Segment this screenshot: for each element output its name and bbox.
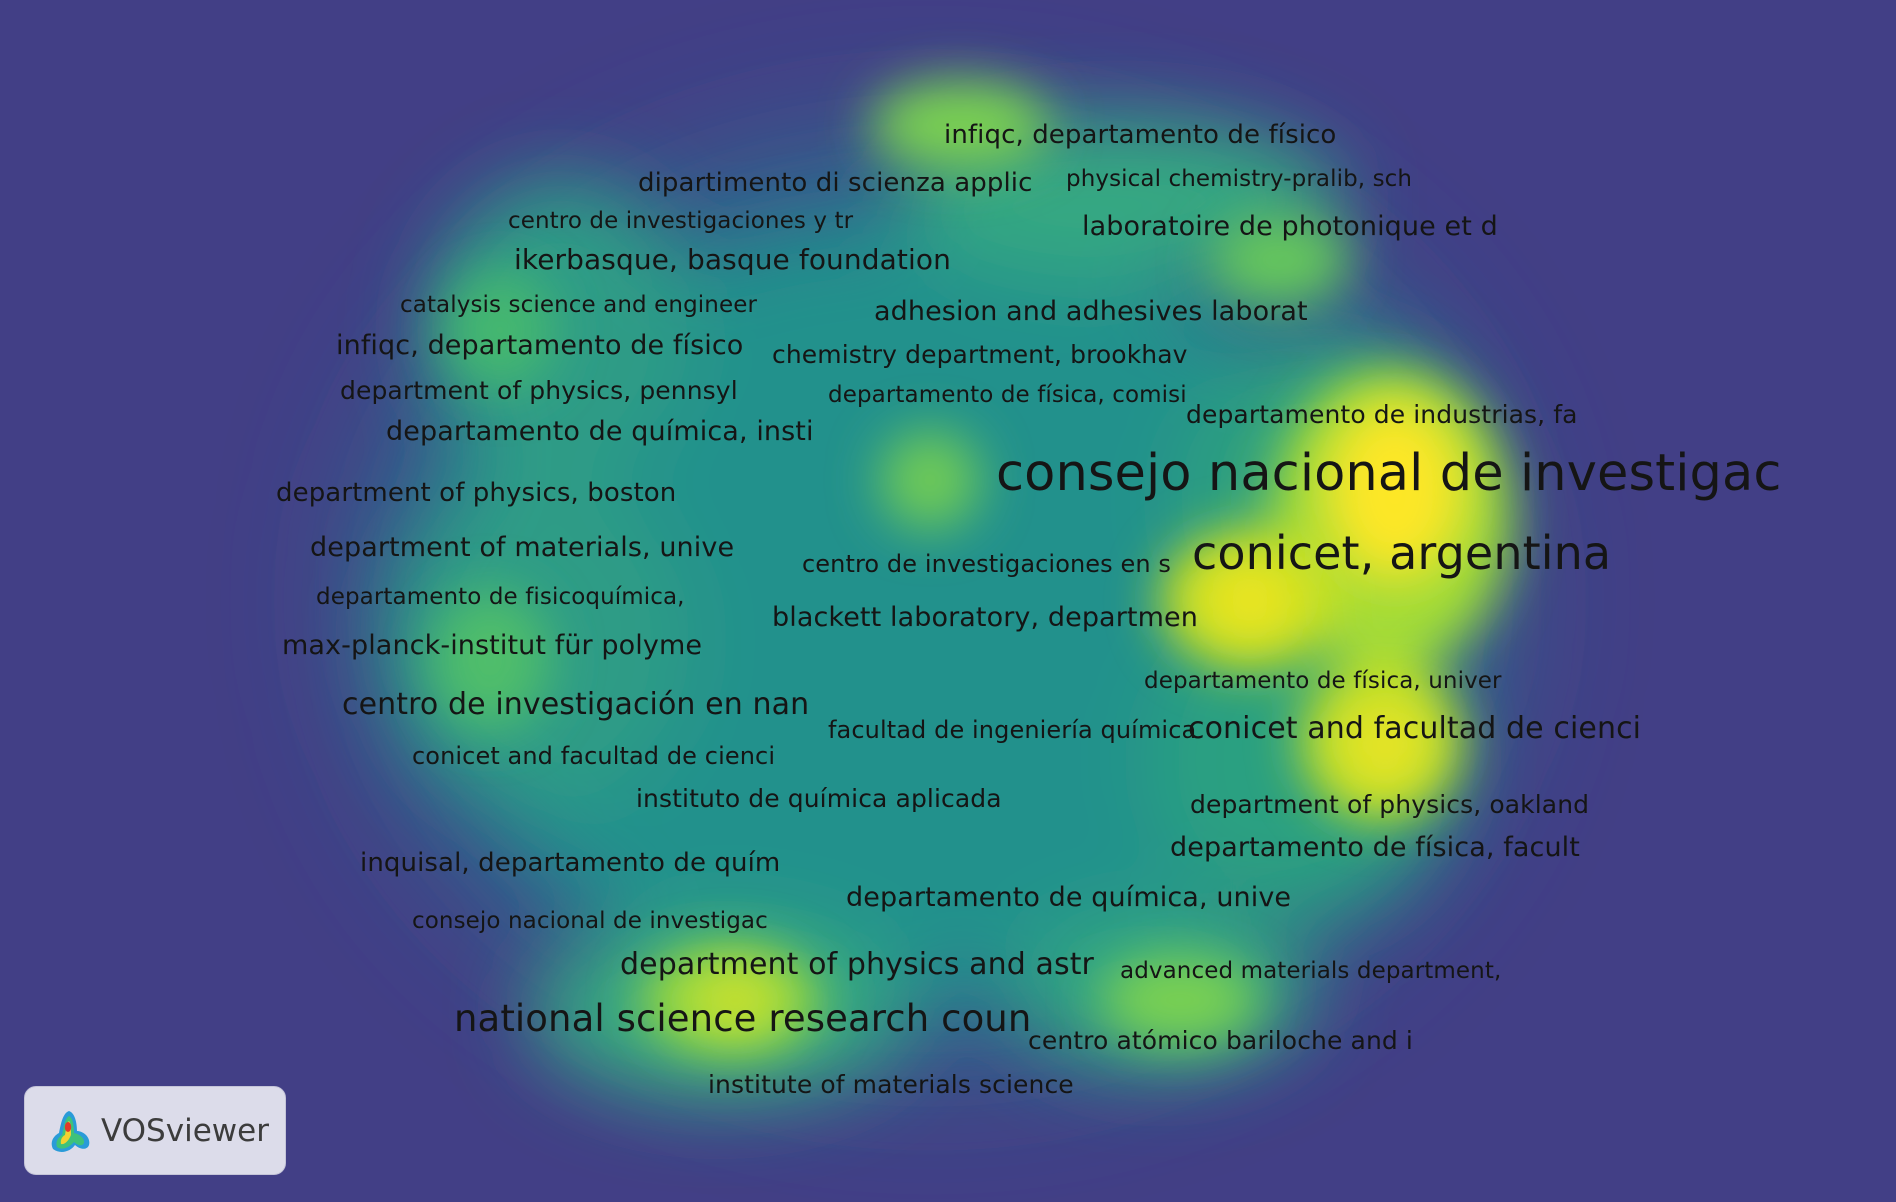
vosviewer-logo-icon — [51, 1110, 90, 1152]
node-label[interactable]: centro atómico bariloche and i — [1028, 1026, 1413, 1055]
node-label[interactable]: department of materials, unive — [310, 532, 735, 563]
node-label[interactable]: max-planck-institut für polyme — [282, 630, 703, 661]
node-label[interactable]: chemistry department, brookhav — [772, 340, 1188, 369]
node-label[interactable]: centro de investigaciones en s — [802, 550, 1171, 578]
vosviewer-logo-text: VOSviewer — [101, 1112, 269, 1149]
node-label[interactable]: department of physics, boston — [276, 478, 677, 508]
vosviewer-logo: VOSviewer — [24, 1086, 286, 1175]
node-label[interactable]: laboratoire de photonique et d — [1082, 211, 1498, 242]
node-label[interactable]: conicet and facultad de cienci — [412, 742, 776, 770]
node-label[interactable]: department of physics, pennsyl — [340, 376, 738, 405]
node-label[interactable]: inquisal, departamento de quím — [360, 848, 781, 878]
node-label[interactable]: dipartimento di scienza applic — [638, 168, 1033, 198]
node-label[interactable]: infiqc, departamento de físico — [336, 330, 744, 361]
node-label[interactable]: department of physics and astr — [620, 947, 1094, 982]
node-label[interactable]: advanced materials department, — [1120, 958, 1502, 984]
node-label[interactable]: department of physics, oakland — [1190, 790, 1590, 819]
node-label[interactable]: centro de investigaciones y tr — [508, 208, 854, 234]
node-label[interactable]: consejo nacional de investigac — [412, 908, 768, 934]
node-label[interactable]: institute of materials science — [708, 1070, 1074, 1099]
node-label[interactable]: catalysis science and engineer — [400, 292, 758, 318]
node-label[interactable]: physical chemistry-pralib, sch — [1066, 166, 1413, 192]
node-label[interactable]: conicet, argentina — [1192, 526, 1612, 580]
node-label[interactable]: ikerbasque, basque foundation — [514, 243, 951, 276]
node-label[interactable]: conicet and facultad de cienci — [1188, 711, 1642, 746]
node-label[interactable]: infiqc, departamento de físico — [944, 120, 1337, 150]
node-label[interactable]: departamento de física, univer — [1144, 668, 1502, 694]
node-label[interactable]: centro de investigación en nan — [342, 687, 810, 722]
node-label[interactable]: national science research coun — [454, 997, 1032, 1040]
density-peaks — [695, 400, 1465, 1025]
node-label[interactable]: departamento de física, facult — [1170, 832, 1580, 863]
node-label[interactable]: departamento de física, comisi — [828, 382, 1187, 408]
node-label[interactable]: consejo nacional de investigac — [996, 444, 1782, 503]
node-label[interactable]: departamento de fisicoquímica, — [316, 584, 685, 610]
node-label[interactable]: adhesion and adhesives laborat — [874, 296, 1308, 327]
node-label[interactable]: departamento de química, unive — [846, 882, 1292, 913]
node-label[interactable]: facultad de ingeniería química — [828, 716, 1197, 744]
node-label[interactable]: departamento de química, insti — [386, 416, 814, 447]
node-label[interactable]: departamento de industrias, fa — [1186, 400, 1578, 429]
node-label[interactable]: instituto de química aplicada — [636, 784, 1002, 813]
node-label[interactable]: blackett laboratory, departmen — [772, 602, 1198, 633]
